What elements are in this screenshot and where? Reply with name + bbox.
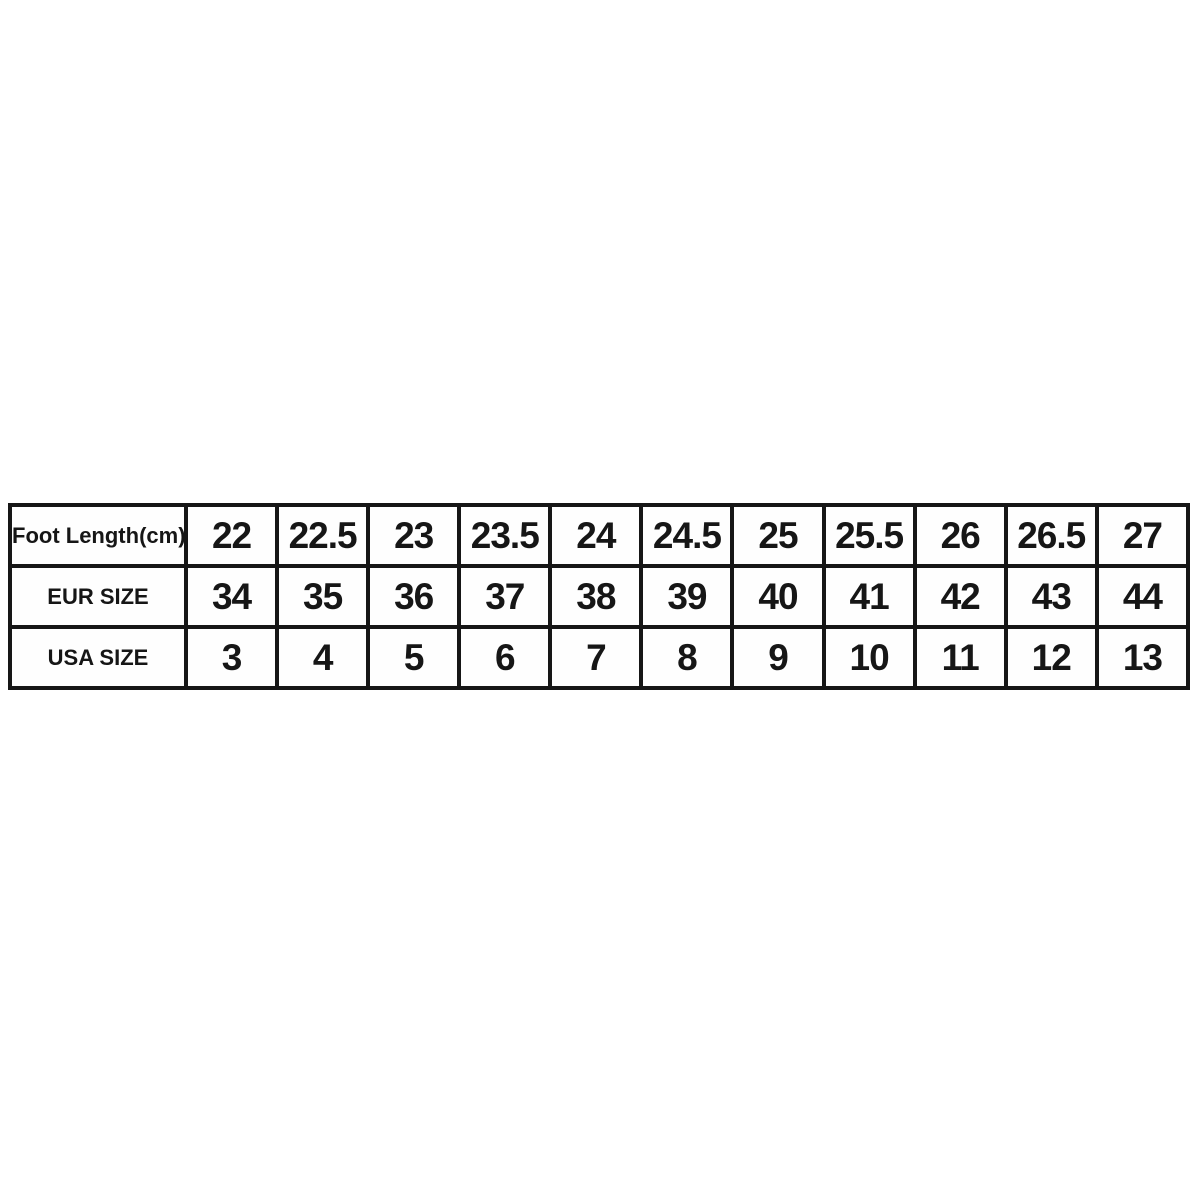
value-cell: 22.5 xyxy=(275,503,371,568)
value-cell: 26.5 xyxy=(1003,503,1099,568)
value-cell: 35 xyxy=(275,564,371,629)
value-cell: 25 xyxy=(730,503,826,568)
value-cell: 24.5 xyxy=(639,503,735,568)
value-cell: 8 xyxy=(639,625,735,690)
value-cell: 25.5 xyxy=(821,503,917,568)
value-cell: 6 xyxy=(457,625,553,690)
value-cell: 22 xyxy=(183,503,280,568)
value-cell: 40 xyxy=(730,564,826,629)
value-cell: 44 xyxy=(1094,564,1191,629)
size-chart-table: Foot Length(cm) 22 22.5 23 23.5 24 24.5 25 25.5 2… xyxy=(8,503,1191,690)
value-cell: 39 xyxy=(639,564,735,629)
value-cell: 26 xyxy=(912,503,1008,568)
value-cell: 43 xyxy=(1003,564,1099,629)
value-cell: 23.5 xyxy=(457,503,553,568)
table-row: Foot Length(cm) 22 22.5 23 23.5 24 24.5 25 25.5 2… xyxy=(8,503,1191,568)
value-cell: 7 xyxy=(548,625,644,690)
table-row: USA SIZE 3 4 5 6 7 8 9 10 11 12 13 xyxy=(8,625,1191,690)
value-cell: 36 xyxy=(366,564,462,629)
value-cell: 4 xyxy=(275,625,371,690)
table-row: EUR SIZE 34 35 36 37 38 39 40 41 42 43 44 xyxy=(8,564,1191,629)
value-cell: 34 xyxy=(183,564,280,629)
value-cell: 13 xyxy=(1094,625,1191,690)
row-label: USA SIZE xyxy=(8,625,188,690)
row-label: Foot Length(cm) xyxy=(8,503,188,568)
value-cell: 10 xyxy=(821,625,917,690)
value-cell: 37 xyxy=(457,564,553,629)
value-cell: 23 xyxy=(366,503,462,568)
value-cell: 42 xyxy=(912,564,1008,629)
row-label: EUR SIZE xyxy=(8,564,188,629)
value-cell: 38 xyxy=(548,564,644,629)
value-cell: 3 xyxy=(183,625,280,690)
value-cell: 24 xyxy=(548,503,644,568)
value-cell: 12 xyxy=(1003,625,1099,690)
value-cell: 27 xyxy=(1094,503,1191,568)
value-cell: 9 xyxy=(730,625,826,690)
size-chart-body: Foot Length(cm) 22 22.5 23 23.5 24 24.5 25 25.5 2… xyxy=(8,503,1191,690)
value-cell: 5 xyxy=(366,625,462,690)
value-cell: 41 xyxy=(821,564,917,629)
value-cell: 11 xyxy=(912,625,1008,690)
